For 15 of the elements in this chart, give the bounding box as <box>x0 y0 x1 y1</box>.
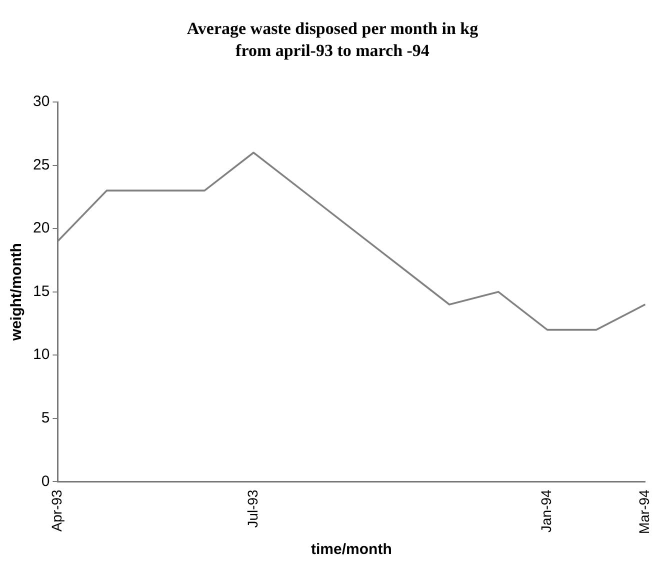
y-tick-label: 5 <box>41 410 50 427</box>
chart-subtitle: from april-93 to march -94 <box>234 40 430 62</box>
chart-title: Average waste disposed per month in kg <box>186 18 480 40</box>
y-axis-title: weight/month <box>8 243 26 342</box>
x-tick-label: Jan-94 <box>538 489 554 532</box>
x-axis-title: time/month <box>311 541 392 558</box>
x-tick-label: Mar-94 <box>636 489 652 534</box>
x-tick-label: Apr-93 <box>48 489 65 532</box>
y-tick-label: 25 <box>32 156 50 174</box>
x-tick-label: Jul-93 <box>244 489 260 528</box>
y-tick-label: 20 <box>32 220 50 237</box>
y-tick-label: 0 <box>41 472 50 490</box>
y-tick-label: 30 <box>32 93 50 110</box>
y-tick-label: 15 <box>32 282 50 300</box>
y-tick-label: 10 <box>32 346 50 364</box>
